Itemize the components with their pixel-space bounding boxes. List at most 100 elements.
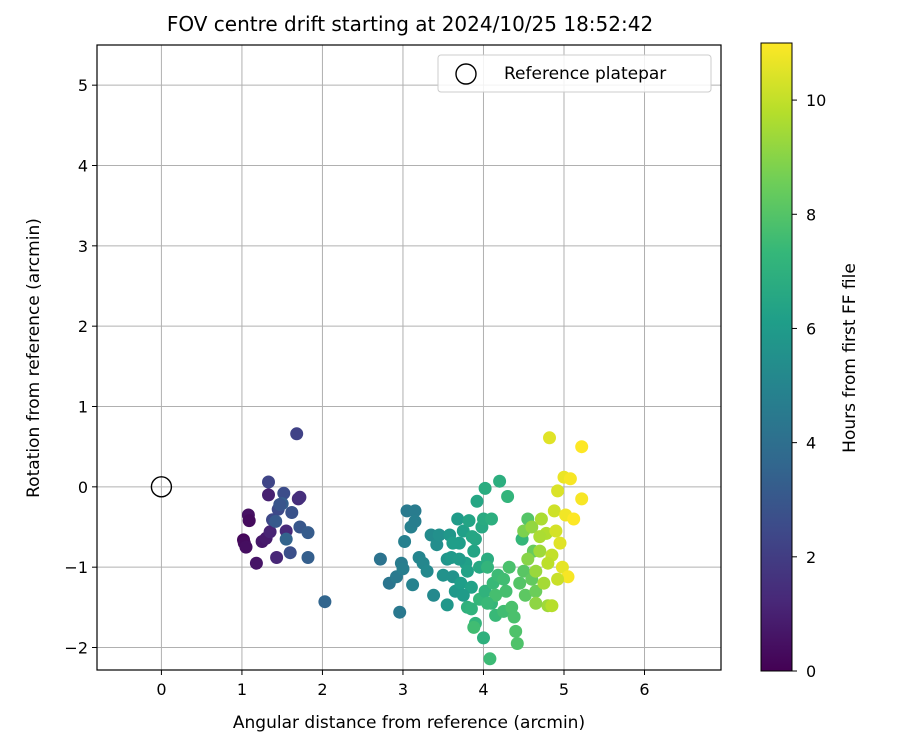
x-tick-label: 1	[237, 680, 247, 699]
scatter-point	[517, 564, 531, 578]
scatter-point	[575, 492, 589, 506]
scatter-point	[551, 572, 565, 586]
y-axis-label: Rotation from reference (arcmin)	[24, 218, 44, 498]
colorbar-tick-label: 10	[806, 91, 826, 110]
scatter-point	[509, 624, 523, 638]
scatter-point	[465, 530, 479, 544]
scatter-point	[525, 520, 539, 534]
scatter-point	[301, 551, 315, 564]
scatter-point	[270, 551, 284, 564]
scatter-point	[283, 546, 297, 560]
scatter-point	[470, 494, 484, 508]
scatter-point	[262, 488, 275, 502]
scatter-point	[462, 514, 476, 528]
scatter-point	[478, 481, 492, 495]
scatter-point	[452, 552, 466, 566]
y-tick-label: 3	[78, 237, 88, 256]
grid-lines	[97, 45, 721, 670]
legend: Reference platepar	[437, 54, 712, 93]
x-tick-label: 5	[559, 680, 569, 699]
x-axis-ticks: 0 1 2 3 4 5 6	[156, 670, 650, 699]
scatter-point	[408, 514, 422, 528]
legend-label-reference: Reference platepar	[504, 64, 666, 84]
y-tick-label: 4	[78, 157, 88, 176]
scatter-point	[567, 512, 581, 526]
scatter-point	[493, 474, 507, 488]
scatter-point	[436, 568, 450, 582]
scatter-point	[262, 475, 275, 489]
scatter-point	[456, 588, 470, 602]
scatter-point	[537, 576, 551, 590]
scatter-point	[483, 652, 497, 666]
scatter-point	[408, 504, 422, 518]
colorbar-tick-label: 0	[806, 662, 816, 681]
scatter-point	[505, 600, 519, 614]
scatter-point	[563, 472, 577, 486]
scatter-point	[420, 564, 434, 578]
scatter-point	[427, 588, 441, 602]
colorbar-tick-label: 6	[806, 319, 816, 338]
scatter-point	[454, 576, 468, 590]
scatter-point	[561, 570, 575, 584]
scatter-point	[460, 564, 474, 578]
y-tick-label: −2	[64, 639, 88, 658]
x-tick-label: 6	[639, 680, 649, 699]
scatter-point	[575, 440, 589, 454]
scatter-point	[242, 514, 256, 528]
scatter-point	[521, 552, 535, 566]
scatter-point	[432, 528, 446, 542]
x-tick-label: 0	[156, 680, 166, 699]
scatter-point	[534, 512, 548, 526]
scatter-point	[467, 544, 481, 558]
legend-box	[437, 54, 712, 93]
scatter-point	[501, 490, 515, 503]
scatter-point	[446, 536, 460, 550]
colorbar-tick-label: 4	[806, 434, 816, 453]
scatter-point	[373, 552, 387, 566]
scatter-point	[440, 598, 454, 612]
scatter-point	[543, 431, 556, 445]
scatter-point	[513, 576, 527, 590]
reference-platepar-marker	[150, 476, 173, 498]
scatter-point	[541, 556, 555, 570]
scatter-point	[507, 610, 521, 624]
scatter-point	[533, 544, 547, 558]
axes-frame	[96, 44, 722, 671]
y-tick-label: −1	[64, 558, 88, 577]
colorbar: 0 2 4 6 8 10 Hours from first FF file	[760, 42, 860, 681]
scatter-point	[497, 572, 511, 586]
legend-marker-reference	[455, 63, 477, 85]
y-axis-ticks: −2 −1 0 1 2 3 4 5	[64, 76, 97, 658]
colorbar-label: Hours from first FF file	[840, 263, 860, 453]
scatter-point	[406, 578, 420, 592]
scatter-point	[499, 584, 513, 598]
scatter-point	[547, 504, 561, 518]
scatter-point	[293, 490, 307, 504]
scatter-point	[489, 588, 503, 602]
scatter-point	[277, 486, 291, 500]
y-tick-label: 1	[78, 398, 88, 417]
scatter-point	[393, 605, 407, 619]
x-tick-label: 4	[478, 680, 488, 699]
scatter-point	[269, 514, 283, 528]
chart-title: FOV centre drift starting at 2024/10/25 …	[167, 12, 653, 36]
scatter-point	[481, 560, 494, 574]
scatter-point	[477, 631, 490, 645]
scatter-point	[478, 584, 492, 598]
scatter-point	[529, 584, 543, 598]
reference-layer	[150, 476, 173, 498]
scatter-point	[285, 506, 299, 519]
scatter-point	[467, 620, 481, 634]
scatter-point	[263, 525, 277, 539]
y-tick-label: 5	[78, 76, 88, 95]
x-tick-label: 3	[398, 680, 408, 699]
scatter-point	[502, 560, 516, 574]
scatter-point	[279, 532, 293, 546]
y-tick-label: 0	[78, 478, 88, 497]
scatter-point	[464, 602, 478, 616]
scatter-point	[398, 535, 412, 548]
colorbar-tick-label: 8	[806, 205, 816, 224]
scatter-point	[318, 595, 332, 609]
y-tick-label: 2	[78, 317, 88, 336]
